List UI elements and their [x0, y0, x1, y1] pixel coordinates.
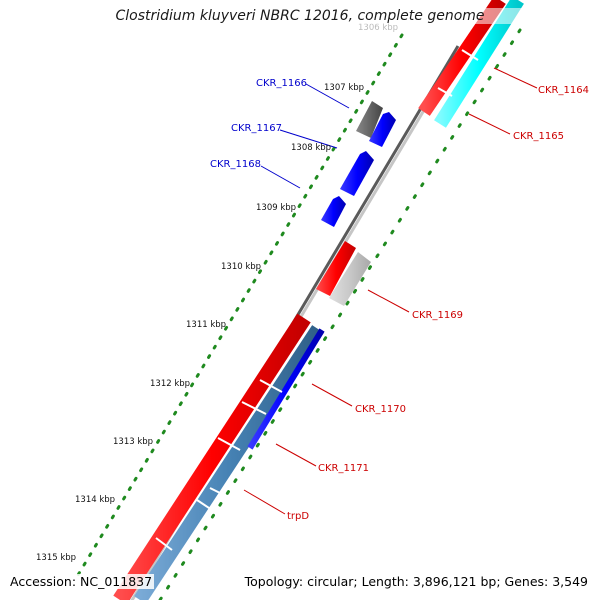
tick-ruler-outer	[76, 33, 404, 577]
tick-label-1313: 1313 kbp	[113, 437, 153, 447]
tick-label-1307: 1307 kbp	[324, 83, 364, 93]
gene-label-ckr-1164[interactable]: CKR_1164	[538, 85, 589, 96]
gene-label-ckr-1170[interactable]: CKR_1170	[355, 404, 406, 415]
gene-label-ckr-1165[interactable]: CKR_1165	[513, 131, 564, 142]
gene-bar-red-lower	[113, 313, 311, 600]
callout-leaders	[243, 67, 538, 515]
gene-label-ckr-1167[interactable]: CKR_1167	[231, 123, 282, 134]
tick-labels: 1306 kbp 1307 kbp 1308 kbp 1309 kbp 1310…	[36, 23, 398, 563]
accession-label: Accession: NC_011837	[8, 574, 155, 589]
gene-block-ckr-1166	[356, 101, 383, 138]
gene-label-ckr-1166[interactable]: CKR_1166	[256, 78, 307, 89]
tick-label-1311: 1311 kbp	[186, 320, 226, 330]
tick-label-1308: 1308 kbp	[291, 143, 331, 153]
tick-label-1315: 1315 kbp	[36, 553, 76, 563]
gene-block-ckr-1168	[321, 196, 346, 227]
tick-label-1312: 1312 kbp	[150, 379, 190, 389]
gene-block-ckr-1167	[340, 151, 374, 196]
gene-label-trpd[interactable]: trpD	[287, 511, 309, 522]
tick-label-1310: 1310 kbp	[221, 262, 261, 272]
gene-label-ckr-1169[interactable]: CKR_1169	[412, 310, 463, 321]
tick-label-1309: 1309 kbp	[256, 203, 296, 213]
gene-bar-steel-lower	[134, 325, 324, 600]
genome-title: Clostridium kluyveri NBRC 12016, complet…	[0, 8, 600, 24]
tick-ruler-inner	[158, 28, 522, 600]
gene-labels: CKR_1164 CKR_1165 CKR_1166 CKR_1167 CKR_…	[210, 78, 589, 522]
gene-bar-ckr-1171	[247, 328, 325, 450]
tick-label-1314: 1314 kbp	[75, 495, 115, 505]
genome-summary: Topology: circular; Length: 3,896,121 bp…	[242, 574, 590, 589]
gene-block-ckr-1166b	[369, 112, 396, 147]
gene-label-ckr-1168[interactable]: CKR_1168	[210, 159, 261, 170]
gene-label-ckr-1171[interactable]: CKR_1171	[318, 463, 369, 474]
tick-label-1306: 1306 kbp	[358, 23, 398, 33]
gene-block-red-1169a	[316, 241, 356, 296]
gene-block-ckr-1169	[329, 252, 371, 306]
gene-separators	[155, 49, 479, 551]
